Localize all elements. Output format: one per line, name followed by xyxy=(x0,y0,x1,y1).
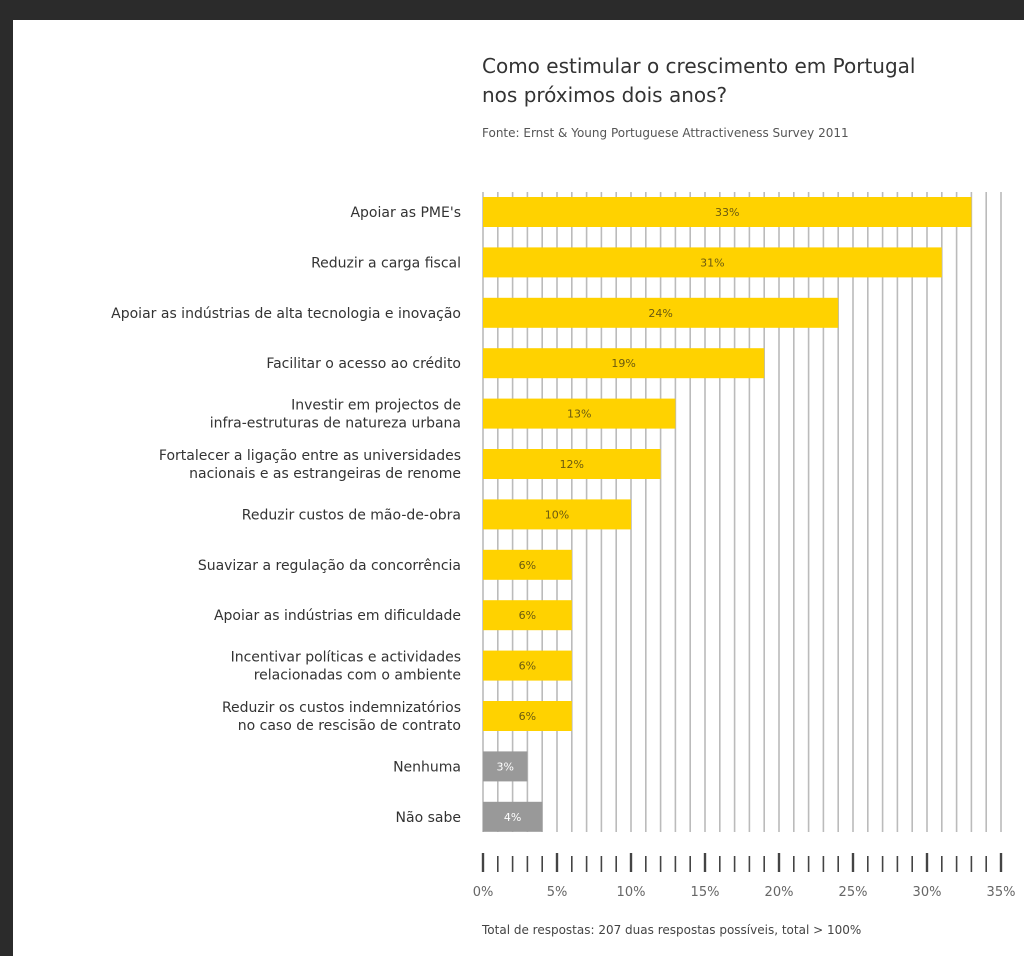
category-label: Reduzir custos de mão-de-obra xyxy=(242,507,461,523)
bar xyxy=(483,398,676,429)
bar xyxy=(483,801,543,832)
bar xyxy=(483,449,661,479)
bar-value-label: 33% xyxy=(715,206,739,219)
category-label: Suavizar a regulação da concorrência xyxy=(198,558,461,574)
category-label: nacionais e as estrangeiras de renome xyxy=(189,466,461,482)
category-label: Nenhuma xyxy=(393,759,461,775)
category-label: Investir em projectos de xyxy=(291,398,461,414)
bar xyxy=(483,600,572,631)
bar xyxy=(483,650,572,681)
chart-title-line2: nos próximos dois anos? xyxy=(482,83,727,107)
chart-subtitle: Fonte: Ernst & Young Portuguese Attracti… xyxy=(482,126,849,140)
bar-value-label: 10% xyxy=(545,508,569,521)
x-tick-label: 20% xyxy=(765,885,794,900)
x-tick-label: 35% xyxy=(987,885,1016,900)
category-label: Não sabe xyxy=(396,810,461,826)
bar xyxy=(483,297,839,328)
category-label: infra-estruturas de natureza urbana xyxy=(210,416,461,432)
bar-value-label: 6% xyxy=(519,609,536,622)
category-label: no caso de rescisão de contrato xyxy=(238,718,461,734)
category-label: Fortalecer a ligação entre as universida… xyxy=(159,448,461,464)
bar-value-label: 3% xyxy=(496,760,513,773)
category-label: Apoiar as indústrias de alta tecnologia … xyxy=(111,306,461,322)
bar-value-label: 31% xyxy=(700,256,724,269)
x-tick-label: 25% xyxy=(839,885,868,900)
bar xyxy=(483,701,572,731)
x-tick-label: 10% xyxy=(617,885,646,900)
category-label: Reduzir os custos indemnizatórios xyxy=(222,700,461,716)
category-label: Incentivar políticas e actividades xyxy=(231,650,461,666)
x-tick-label: 0% xyxy=(473,885,494,900)
bar xyxy=(483,197,972,227)
x-tick-label: 5% xyxy=(547,885,568,900)
chart: 33% Apoiar as PME's 31% Reduzir a carga fis… xyxy=(111,54,1016,937)
chart-title-line1: Como estimular o crescimento em Portugal xyxy=(482,54,915,78)
bar xyxy=(483,499,631,530)
bar xyxy=(483,247,942,278)
category-label: relacionadas com o ambiente xyxy=(254,668,461,684)
bar-value-label: 6% xyxy=(519,660,536,673)
bar xyxy=(483,549,572,580)
bar-value-label: 19% xyxy=(611,357,635,370)
x-tick-label: 15% xyxy=(691,885,720,900)
x-tick-label: 30% xyxy=(913,885,942,900)
bar-value-label: 24% xyxy=(648,307,672,320)
bar-value-label: 13% xyxy=(567,408,591,421)
bar xyxy=(483,751,528,782)
chart-panel: 33% Apoiar as PME's 31% Reduzir a carga fis… xyxy=(13,20,1024,956)
bar-value-label: 6% xyxy=(519,559,536,572)
category-label: Apoiar as indústrias em dificuldade xyxy=(214,608,461,624)
bar-value-label: 12% xyxy=(560,458,584,471)
category-label: Reduzir a carga fiscal xyxy=(311,255,461,271)
chart-footnote: Total de respostas: 207 duas respostas p… xyxy=(481,923,861,937)
category-label: Apoiar as PME's xyxy=(350,205,461,221)
bar xyxy=(483,348,765,379)
bar-value-label: 6% xyxy=(519,710,536,723)
category-label: Facilitar o acesso ao crédito xyxy=(266,356,461,372)
bar-value-label: 4% xyxy=(504,811,521,824)
